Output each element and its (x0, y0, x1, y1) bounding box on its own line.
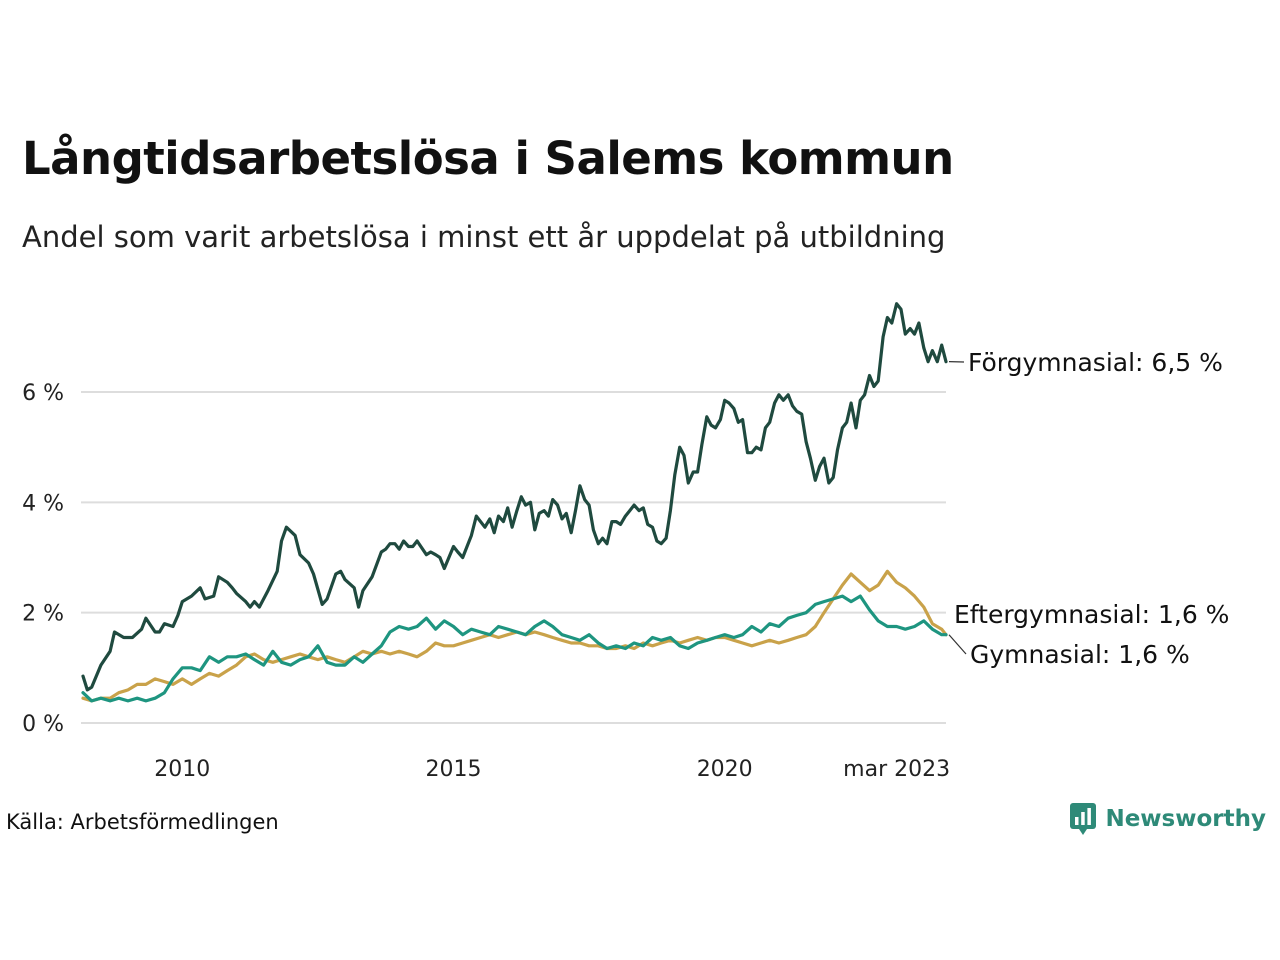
x-tick-label: 2010 (154, 757, 210, 782)
brand-name: Newsworthy (1105, 806, 1266, 832)
chart-subtitle: Andel som varit arbetslösa i minst ett å… (22, 220, 946, 254)
end-label-eftergymnasial: Eftergymnasial: 1,6 % (954, 600, 1229, 629)
brand-logo: Newsworthy (1069, 802, 1266, 836)
leader-line (948, 634, 967, 655)
x-tick-label: mar 2023 (843, 757, 950, 782)
chart-title: Långtidsarbetslösa i Salems kommun (22, 132, 954, 185)
y-tick-label: 6 % (22, 381, 64, 406)
series-line-förgymnasial (81, 302, 948, 692)
y-tick-label: 4 % (22, 491, 64, 516)
x-tick-label: 2015 (425, 757, 481, 782)
newsworthy-logo-icon (1070, 803, 1097, 835)
end-label-forgymnasial: Förgymnasial: 6,5 % (968, 348, 1223, 377)
source-note: Källa: Arbetsförmedlingen (6, 810, 279, 834)
y-tick-label: 0 % (22, 712, 64, 737)
series-line-eftergymnasial (81, 569, 948, 703)
x-tick-label: 2020 (697, 757, 753, 782)
series-line-gymnasial (81, 594, 948, 703)
y-tick-label: 2 % (22, 602, 64, 627)
end-label-gymnasial: Gymnasial: 1,6 % (970, 640, 1190, 669)
